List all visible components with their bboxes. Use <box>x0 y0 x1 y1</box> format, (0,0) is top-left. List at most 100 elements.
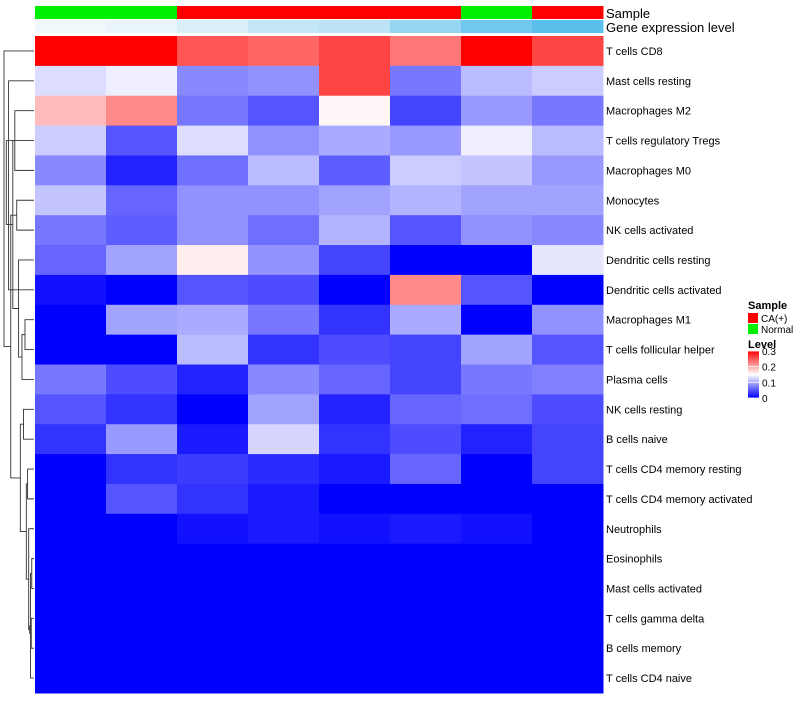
heatmap-cell <box>177 36 249 67</box>
heatmap-cell <box>248 95 320 127</box>
heatmap-cell <box>532 304 604 336</box>
legend-title-sample: Sample <box>748 300 787 312</box>
heatmap-cell <box>106 483 178 515</box>
heatmap-cell <box>248 304 320 336</box>
heatmap-cell <box>106 65 178 97</box>
heatmap-cell <box>248 334 320 365</box>
heatmap-cell <box>461 274 533 306</box>
legend-swatch-ca <box>748 313 758 323</box>
row-label: Neutrophils <box>606 524 662 536</box>
heatmap-cell <box>319 663 391 694</box>
heatmap-cell <box>532 424 604 455</box>
heatmap-cell <box>390 65 462 97</box>
row-label: Mast cells activated <box>606 583 702 595</box>
heatmap-cell <box>532 663 604 694</box>
heatmap-cell <box>532 543 604 575</box>
row-label: T cells regulatory Tregs <box>606 136 721 148</box>
heatmap-cell <box>319 603 391 634</box>
heatmap-cell <box>532 513 604 545</box>
heatmap-cell <box>106 573 178 604</box>
expression-annotation-cell <box>177 20 249 33</box>
heatmap-cell <box>248 274 320 306</box>
dendrogram-branch <box>23 408 34 440</box>
heatmap-cell <box>532 95 604 127</box>
heatmap-cell <box>319 364 391 395</box>
heatmap-cell <box>319 245 391 276</box>
heatmap-cell <box>177 364 249 395</box>
legend-tick: 0.2 <box>762 363 776 374</box>
heatmap-cell <box>106 633 178 664</box>
heatmap-cell <box>248 603 320 634</box>
heatmap-cell <box>319 215 391 246</box>
heatmap-cell <box>532 125 604 156</box>
heatmap-cell <box>248 424 320 455</box>
heatmap-cell <box>461 215 533 246</box>
heatmap-cell <box>106 155 178 186</box>
heatmap-cell <box>390 274 462 306</box>
heatmap-cell <box>532 65 604 97</box>
dendrogram-branch <box>24 319 34 351</box>
heatmap-cell <box>461 36 533 67</box>
heatmap-cell <box>106 543 178 575</box>
heatmap-cell <box>177 334 249 365</box>
heatmap-cell <box>177 245 249 276</box>
legend-label-ca: CA(+) <box>761 314 787 325</box>
heatmap-cell <box>319 424 391 455</box>
heatmap-cell <box>248 185 320 216</box>
expression-annotation-cell <box>390 20 462 33</box>
row-label: T cells CD4 naive <box>606 673 692 685</box>
heatmap-cell <box>461 394 533 425</box>
heatmap-cell <box>532 364 604 395</box>
heatmap-cell <box>106 394 178 425</box>
heatmap-cell <box>390 394 462 425</box>
dendrogram-branch <box>31 558 34 589</box>
heatmap-cell <box>390 304 462 336</box>
heatmap-cell <box>106 424 178 455</box>
heatmap-cell <box>177 573 249 604</box>
heatmap-cell <box>106 274 178 306</box>
heatmap-cell <box>248 364 320 395</box>
heatmap-cell <box>319 125 391 156</box>
heatmap-cell <box>177 663 249 694</box>
heatmap-cell <box>106 304 178 336</box>
heatmap-cell <box>532 573 604 604</box>
row-label: B cells memory <box>606 643 682 655</box>
sample-annotation-cell <box>248 6 320 19</box>
heatmap-cell <box>177 394 249 425</box>
heatmap-cell <box>248 394 320 425</box>
legend-label-normal: Normal <box>761 325 793 336</box>
expression-annotation-cell <box>35 20 107 33</box>
heatmap-cell <box>319 95 391 127</box>
heatmap-cell <box>177 633 249 664</box>
heatmap-cell <box>319 633 391 664</box>
sample-annotation-cell <box>319 6 391 19</box>
heatmap-cell <box>319 513 391 545</box>
heatmap-cell <box>390 245 462 276</box>
heatmap-cell <box>319 304 391 336</box>
heatmap-cell <box>177 274 249 306</box>
heatmap-cell <box>106 364 178 395</box>
heatmap-cell <box>177 483 249 515</box>
heatmap-cell <box>248 663 320 694</box>
heatmap-cell <box>461 543 533 575</box>
heatmap-cell <box>106 125 178 156</box>
heatmap-cell <box>461 185 533 216</box>
row-label: Macrophages M0 <box>606 165 691 177</box>
heatmap-cell <box>35 245 107 276</box>
heatmap-cell <box>461 155 533 186</box>
row-label: B cells naive <box>606 434 668 446</box>
heatmap-cell <box>319 185 391 216</box>
heatmap-cell <box>390 633 462 664</box>
heatmap-cell <box>390 513 462 545</box>
heatmap-cell <box>177 603 249 634</box>
heatmap-cell <box>390 663 462 694</box>
heatmap-cell <box>248 573 320 604</box>
heatmap-cell <box>390 334 462 365</box>
row-label: T cells CD8 <box>606 46 663 58</box>
heatmap-cell <box>461 603 533 634</box>
heatmap-cell <box>106 36 178 67</box>
heatmap-cell <box>248 483 320 515</box>
sample-annotation-cell <box>35 6 107 19</box>
heatmap-cell <box>319 334 391 365</box>
row-label: T cells gamma delta <box>606 613 705 625</box>
